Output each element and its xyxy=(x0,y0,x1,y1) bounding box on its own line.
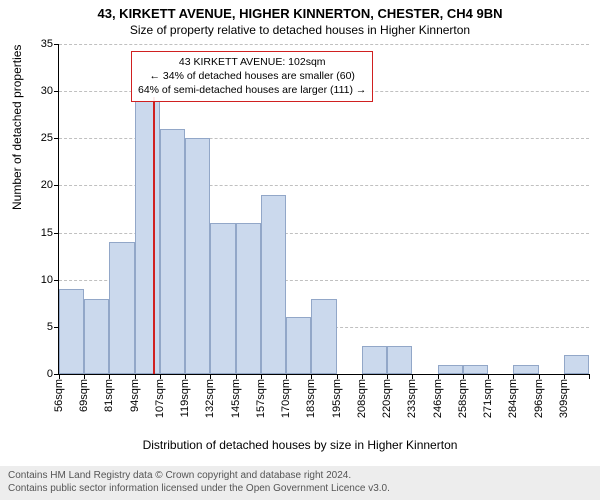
chart-title-sub: Size of property relative to detached ho… xyxy=(0,21,600,37)
x-tick-label: 132sqm xyxy=(204,379,216,418)
x-tick-label: 233sqm xyxy=(406,379,418,418)
annotation-box: 43 KIRKETT AVENUE: 102sqm← 34% of detach… xyxy=(131,51,373,102)
y-tick-label: 15 xyxy=(23,227,53,239)
y-tick-label: 35 xyxy=(23,38,53,50)
x-tick-label: 56sqm xyxy=(53,379,65,412)
x-tick-label: 157sqm xyxy=(255,379,267,418)
marker-line xyxy=(153,97,155,374)
x-tick-label: 296sqm xyxy=(533,379,545,418)
footer-attribution: Contains HM Land Registry data © Crown c… xyxy=(0,466,600,500)
x-tick-label: 145sqm xyxy=(230,379,242,418)
y-tick-label: 30 xyxy=(23,85,53,97)
y-tick-label: 25 xyxy=(23,132,53,144)
y-tick-label: 20 xyxy=(23,179,53,191)
histogram-bar xyxy=(59,289,84,374)
y-tick-mark xyxy=(54,138,59,139)
histogram-bar xyxy=(261,195,286,374)
y-tick-mark xyxy=(54,91,59,92)
histogram-bar xyxy=(513,365,538,374)
y-tick-mark xyxy=(54,44,59,45)
histogram-bar xyxy=(362,346,387,374)
histogram-bar xyxy=(438,365,463,374)
x-tick-label: 119sqm xyxy=(179,379,191,417)
histogram-bar xyxy=(135,101,160,374)
y-tick-label: 5 xyxy=(23,321,53,333)
y-axis-label: Number of detached properties xyxy=(10,45,24,210)
x-tick-label: 284sqm xyxy=(507,379,519,418)
x-tick-label: 170sqm xyxy=(280,379,292,418)
histogram-bar xyxy=(210,223,235,374)
histogram-bar xyxy=(311,299,336,374)
x-tick-mark xyxy=(589,374,590,379)
annotation-line: 64% of semi-detached houses are larger (… xyxy=(138,83,366,97)
chart-title-main: 43, KIRKETT AVENUE, HIGHER KINNERTON, CH… xyxy=(0,0,600,21)
plot-box: 0510152025303556sqm69sqm81sqm94sqm107sqm… xyxy=(58,44,589,375)
y-tick-mark xyxy=(54,233,59,234)
x-tick-label: 183sqm xyxy=(305,379,317,418)
histogram-bar xyxy=(185,138,210,374)
histogram-bar xyxy=(387,346,412,374)
annotation-line: 43 KIRKETT AVENUE: 102sqm xyxy=(138,55,366,69)
y-tick-label: 0 xyxy=(23,368,53,380)
y-tick-mark xyxy=(54,280,59,281)
x-tick-label: 220sqm xyxy=(381,379,393,418)
footer-line-1: Contains HM Land Registry data © Crown c… xyxy=(8,470,592,483)
histogram-bar xyxy=(236,223,261,374)
x-tick-label: 107sqm xyxy=(154,379,166,418)
histogram-bar xyxy=(463,365,488,374)
footer-line-2: Contains public sector information licen… xyxy=(8,483,592,496)
x-tick-label: 94sqm xyxy=(129,379,141,412)
x-tick-label: 69sqm xyxy=(78,379,90,412)
histogram-bar xyxy=(84,299,109,374)
chart-container: 43, KIRKETT AVENUE, HIGHER KINNERTON, CH… xyxy=(0,0,600,500)
x-axis-label: Distribution of detached houses by size … xyxy=(0,438,600,452)
x-tick-label: 246sqm xyxy=(432,379,444,418)
x-tick-label: 81sqm xyxy=(103,379,115,412)
histogram-bar xyxy=(160,129,185,374)
x-tick-label: 195sqm xyxy=(331,379,343,418)
x-tick-label: 309sqm xyxy=(558,379,570,418)
y-tick-mark xyxy=(54,185,59,186)
grid-line xyxy=(59,44,589,45)
x-tick-label: 258sqm xyxy=(457,379,469,418)
histogram-bar xyxy=(286,317,311,374)
x-tick-label: 208sqm xyxy=(356,379,368,418)
plot-area: 0510152025303556sqm69sqm81sqm94sqm107sqm… xyxy=(58,44,588,374)
histogram-bar xyxy=(564,355,589,374)
histogram-bar xyxy=(109,242,134,374)
y-tick-label: 10 xyxy=(23,274,53,286)
x-tick-label: 271sqm xyxy=(482,379,494,418)
annotation-line: ← 34% of detached houses are smaller (60… xyxy=(138,69,366,83)
